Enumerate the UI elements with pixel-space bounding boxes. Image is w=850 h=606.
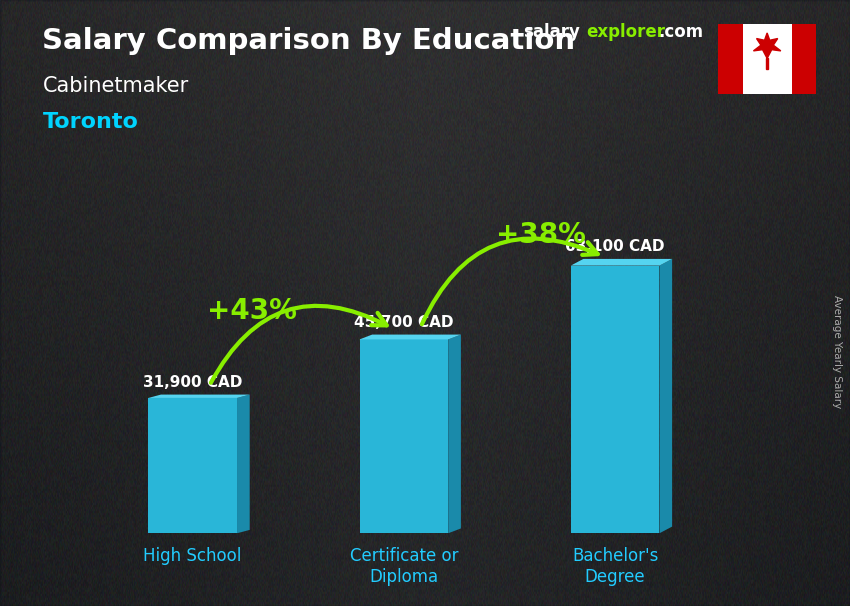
Text: 63,100 CAD: 63,100 CAD bbox=[565, 239, 665, 254]
Bar bbox=[743, 24, 791, 94]
Text: 31,900 CAD: 31,900 CAD bbox=[143, 375, 242, 390]
Bar bbox=[791, 24, 816, 94]
Polygon shape bbox=[448, 335, 461, 533]
Text: Toronto: Toronto bbox=[42, 112, 139, 132]
Text: Cabinetmaker: Cabinetmaker bbox=[42, 76, 189, 96]
Text: .com: .com bbox=[659, 23, 704, 41]
Text: Salary Comparison By Education: Salary Comparison By Education bbox=[42, 27, 575, 55]
Polygon shape bbox=[148, 395, 250, 398]
Polygon shape bbox=[660, 259, 672, 533]
Polygon shape bbox=[237, 395, 250, 533]
Text: 45,700 CAD: 45,700 CAD bbox=[354, 315, 454, 330]
Polygon shape bbox=[360, 335, 461, 339]
Text: salary: salary bbox=[523, 23, 580, 41]
Text: +43%: +43% bbox=[207, 298, 297, 325]
Bar bbox=[360, 339, 448, 533]
Polygon shape bbox=[753, 33, 781, 58]
Text: +38%: +38% bbox=[496, 221, 586, 248]
Bar bbox=[718, 24, 743, 94]
Polygon shape bbox=[570, 259, 672, 265]
Bar bbox=[766, 58, 768, 69]
Text: Average Yearly Salary: Average Yearly Salary bbox=[832, 295, 842, 408]
Text: explorer: explorer bbox=[586, 23, 666, 41]
Bar bbox=[148, 398, 237, 533]
Bar bbox=[570, 265, 660, 533]
